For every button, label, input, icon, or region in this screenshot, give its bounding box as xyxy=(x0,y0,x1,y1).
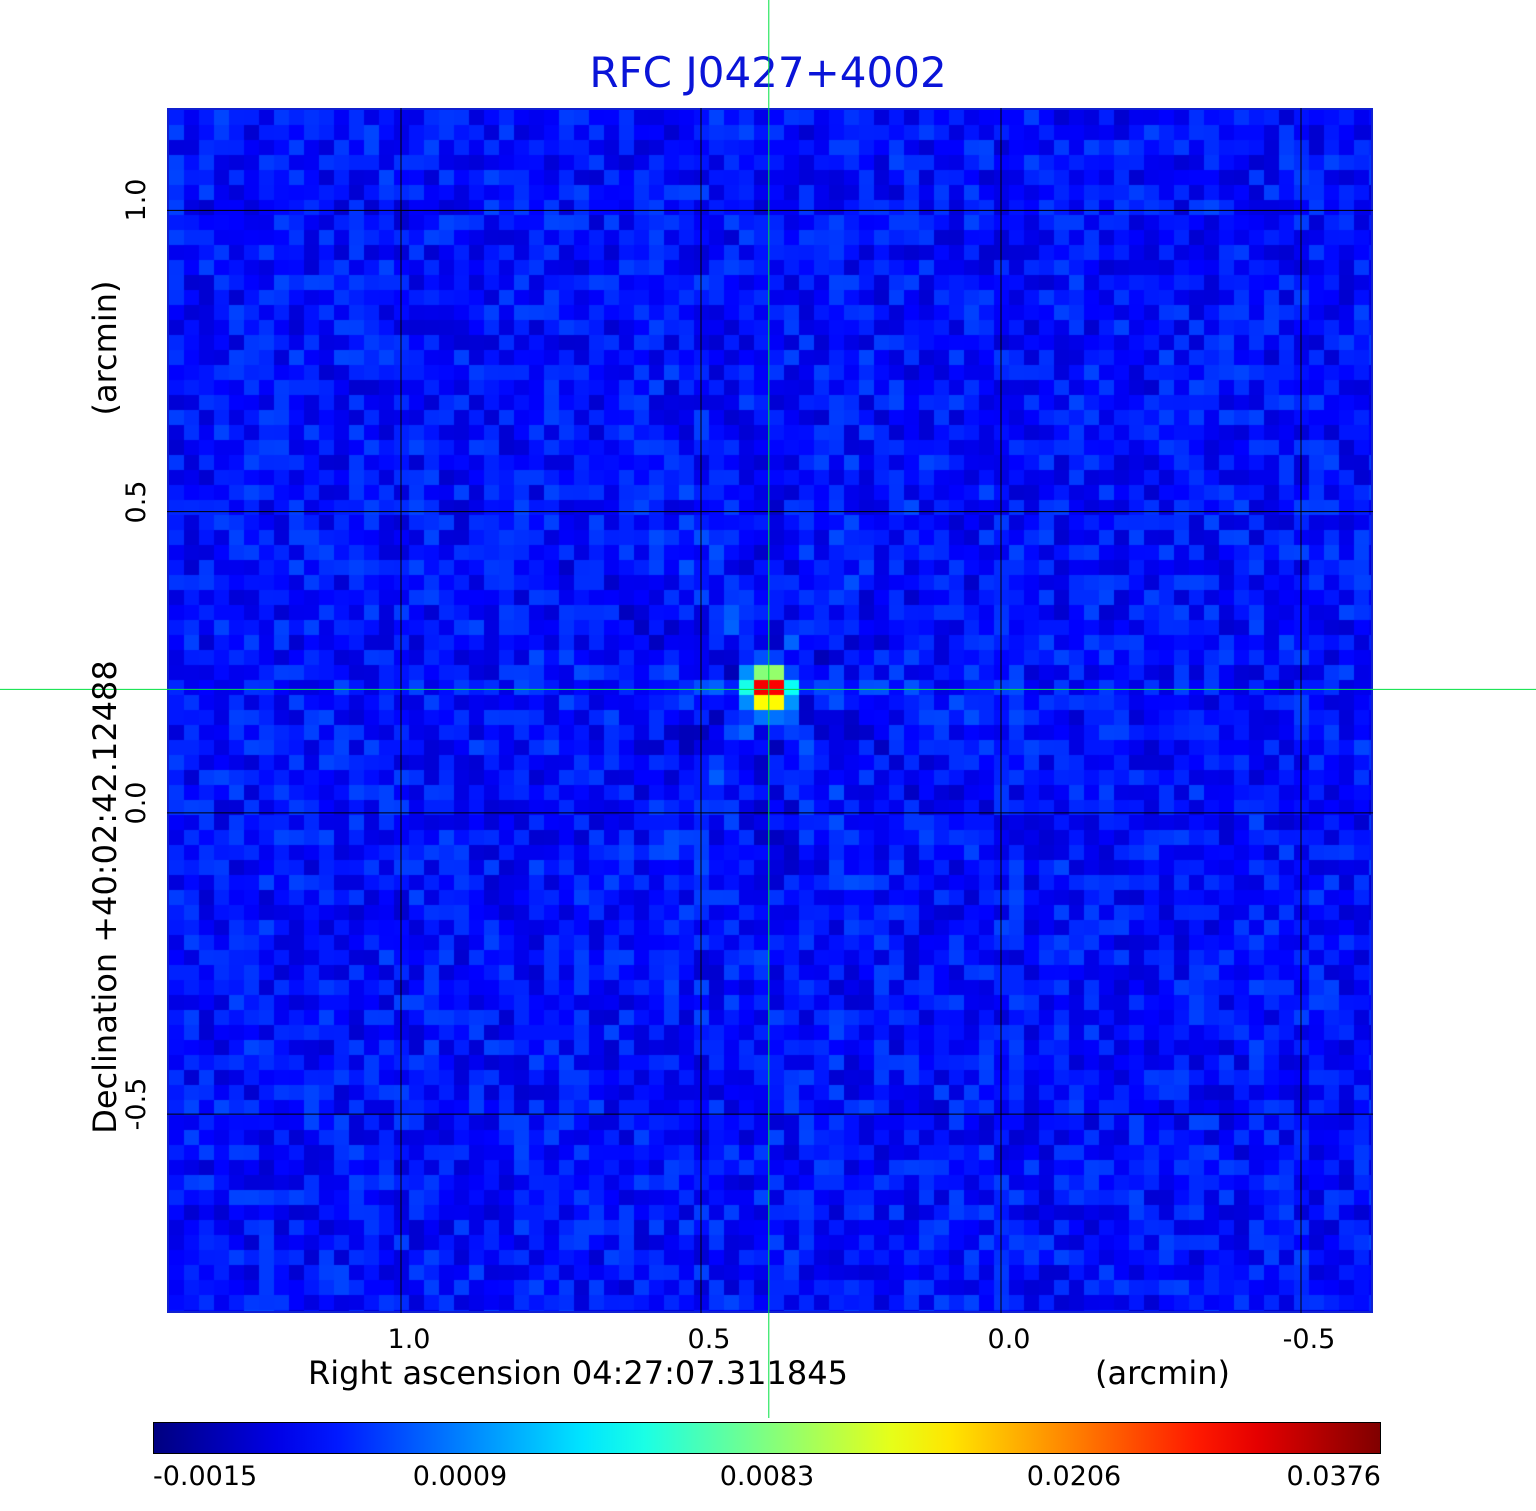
colorbar-tick-label: 0.0376 xyxy=(1286,1461,1381,1492)
y-tick-label: 1.0 xyxy=(121,178,152,222)
x-axis-unit: (arcmin) xyxy=(1095,1354,1230,1392)
intensity-heatmap xyxy=(169,110,1371,1311)
x-tick-label: 0.5 xyxy=(687,1324,731,1355)
y-tick-label: 0.0 xyxy=(121,781,152,825)
colorbar-tick-label: 0.0206 xyxy=(1026,1461,1122,1492)
y-axis-label: Declination +40:02:42.12488 xyxy=(86,660,124,1134)
colorbar-tick-label: -0.0015 xyxy=(153,1461,258,1492)
y-axis-unit: (arcmin) xyxy=(86,280,124,416)
colorbar-tick-label: 0.0009 xyxy=(412,1461,508,1492)
chart-title: RFC J0427+4002 xyxy=(589,48,947,97)
x-tick-label: -0.5 xyxy=(1282,1324,1336,1355)
x-axis-label: Right ascension 04:27:07.311845 xyxy=(308,1354,848,1392)
image-map[interactable] xyxy=(167,108,1373,1313)
y-tick-label: -0.5 xyxy=(121,1077,152,1131)
x-tick-label: 1.0 xyxy=(387,1324,431,1355)
x-tick-label: 0.0 xyxy=(987,1324,1031,1355)
colorbar xyxy=(153,1422,1381,1454)
y-tick-label: 0.5 xyxy=(121,480,152,524)
colorbar-tick-label: 0.0083 xyxy=(719,1461,815,1492)
